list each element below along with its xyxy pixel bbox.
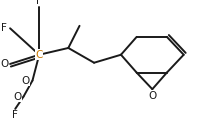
Text: O: O <box>148 91 156 101</box>
Text: F: F <box>12 110 18 120</box>
Text: O: O <box>0 59 9 69</box>
Text: F: F <box>1 23 7 33</box>
Text: O: O <box>13 92 21 102</box>
Text: O: O <box>22 76 30 86</box>
Text: F: F <box>36 0 42 6</box>
Text: C: C <box>36 50 43 60</box>
